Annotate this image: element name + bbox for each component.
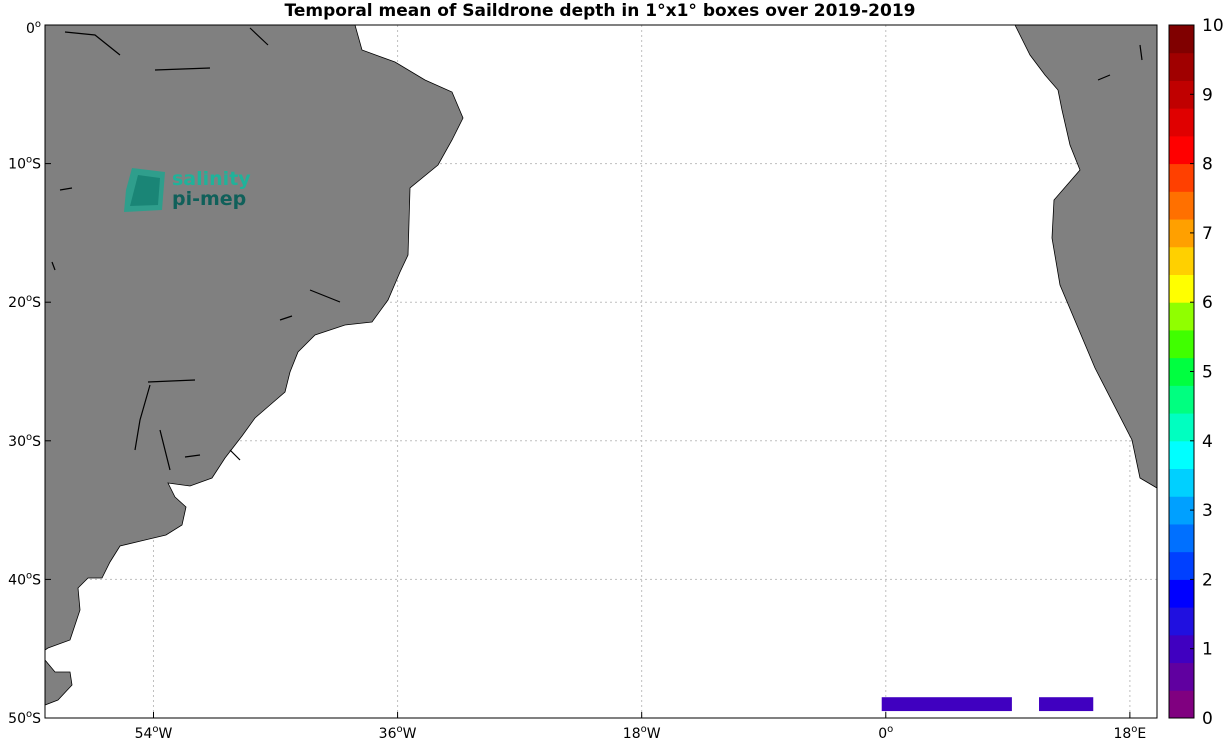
colorbar-swatch <box>1169 135 1194 165</box>
salinity-pimep-logo: salinity pi-mep <box>124 168 251 212</box>
africa-land <box>1014 24 1158 489</box>
figure-title: Temporal mean of Saildrone depth in 1°x1… <box>285 1 916 21</box>
colorbar-swatch <box>1169 690 1194 719</box>
lat-tick-label: 50oS <box>8 709 41 727</box>
colorbar-swatch <box>1169 274 1194 303</box>
logo-mark-shadow <box>130 175 160 206</box>
lat-tick-label: 20oS <box>8 293 41 311</box>
colorbar-swatch <box>1169 25 1194 54</box>
colorbar: 0 1 2 3 4 5 6 7 8 9 10 <box>1168 16 1224 729</box>
colorbar-swatch <box>1169 385 1194 414</box>
colorbar-swatch <box>1169 219 1194 248</box>
lon-tick-label: 36oW <box>379 724 417 740</box>
logo-line1: salinity <box>172 168 251 190</box>
colorbar-swatch <box>1169 496 1194 525</box>
colorbar-swatch <box>1169 80 1194 109</box>
colorbar-tick-label: 2 <box>1202 570 1213 590</box>
map-plot-area: salinity pi-mep <box>44 24 1158 719</box>
colorbar-swatch <box>1169 607 1194 636</box>
lon-tick-label: 18oW <box>623 724 661 740</box>
lon-tick-label: 54oW <box>135 724 173 740</box>
plot-frame <box>44 24 1158 719</box>
colorbar-swatch <box>1169 163 1194 192</box>
lat-tick-label: 10oS <box>8 155 41 173</box>
latitude-tick-labels: 0o 10oS 20oS 30oS 40oS 50oS <box>8 19 51 727</box>
colorbar-swatches <box>1169 25 1194 719</box>
colorbar-swatch <box>1169 52 1194 81</box>
coastline-details <box>51 27 1143 471</box>
colorbar-swatch <box>1169 634 1194 664</box>
colorbar-tick-label: 4 <box>1202 432 1213 452</box>
colorbar-tick-label: 7 <box>1202 224 1213 244</box>
colorbar-swatch <box>1169 302 1194 331</box>
colorbar-tick-label: 1 <box>1202 640 1213 660</box>
longitude-tick-labels: 54oW 36oW 18oW 0o 18oE <box>135 712 1146 740</box>
colorbar-tick-label: 9 <box>1202 85 1213 105</box>
colorbar-swatch <box>1169 357 1194 386</box>
colorbar-tick-label: 5 <box>1202 363 1213 383</box>
colorbar-swatch <box>1169 413 1194 442</box>
colorbar-swatch <box>1169 191 1194 220</box>
lat-tick-label: 0o <box>26 19 41 37</box>
colorbar-tick-label: 3 <box>1202 501 1213 521</box>
logo-line2: pi-mep <box>172 188 246 210</box>
colorbar-swatch <box>1169 440 1194 470</box>
colorbar-swatch <box>1169 468 1194 497</box>
colorbar-swatch <box>1169 579 1194 608</box>
colorbar-swatch <box>1169 329 1194 359</box>
colorbar-tick-label: 6 <box>1202 293 1213 313</box>
colorbar-tick-label: 0 <box>1202 709 1213 729</box>
colorbar-swatch <box>1169 108 1194 137</box>
colorbar-tick-label: 10 <box>1202 16 1224 36</box>
saildrone-data-cell <box>1039 697 1094 712</box>
lat-tick-label: 30oS <box>8 432 41 450</box>
colorbar-tick-labels: 0 1 2 3 4 5 6 7 8 9 10 <box>1190 16 1224 729</box>
saildrone-data-cell <box>881 697 1012 712</box>
data-cells <box>881 697 1094 712</box>
lon-tick-label: 0o <box>878 724 893 740</box>
colorbar-swatch <box>1169 662 1194 691</box>
lon-tick-label: 18oE <box>1113 724 1146 740</box>
colorbar-swatch <box>1169 523 1194 553</box>
colorbar-swatch <box>1169 551 1194 580</box>
colorbar-tick-label: 8 <box>1202 155 1213 175</box>
lat-tick-label: 40oS <box>8 570 41 588</box>
colorbar-swatch <box>1169 246 1194 275</box>
